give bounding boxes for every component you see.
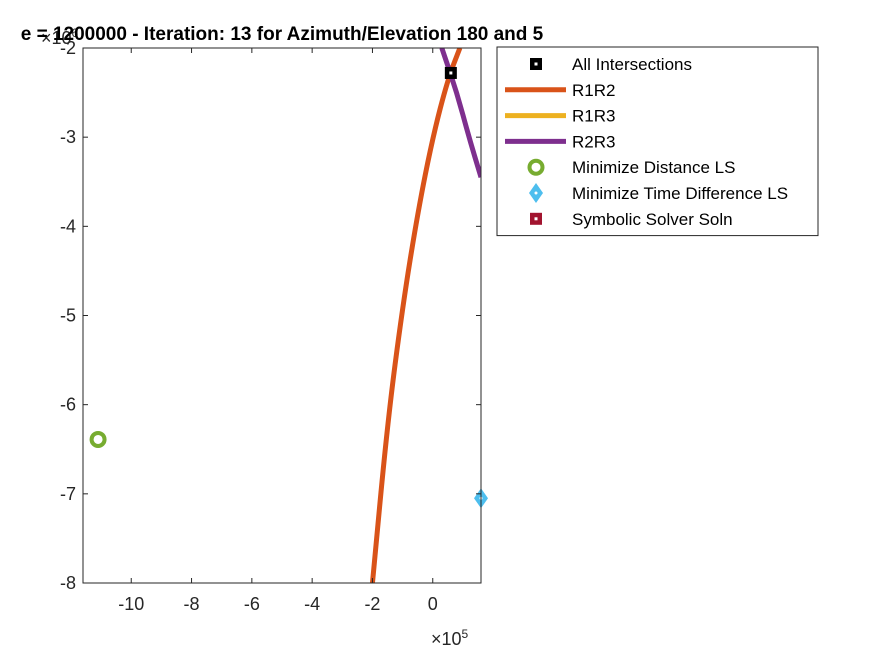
- legend[interactable]: All Intersections R1R2 R1R3 R2R3 Minimize Di…: [496, 46, 819, 237]
- data-point-all-intersections-center: [449, 71, 453, 75]
- legend-item-r1r3[interactable]: R1R3: [505, 107, 615, 126]
- legend-label: Minimize Distance LS: [572, 158, 735, 177]
- y-tick-label: -7: [60, 484, 76, 504]
- x-axis-exponent-base: ×10: [431, 629, 462, 649]
- legend-label: R1R2: [572, 81, 615, 100]
- x-axis-exponent-power: 5: [462, 627, 469, 641]
- legend-label: Symbolic Solver Soln: [572, 210, 733, 229]
- chart-title: e = 1200000 - Iteration: 13 for Azimuth/…: [21, 24, 544, 45]
- x-tick-label: -8: [184, 594, 200, 614]
- y-axis-ticks: -2 -3 -4 -5 -6 -7 -8: [60, 38, 481, 593]
- y-tick-label: -5: [60, 306, 76, 326]
- y-tick-label: -4: [60, 216, 76, 236]
- legend-items: All Intersections R1R2 R1R3 R2R3 Minimize Di…: [505, 55, 788, 229]
- legend-marker-center: [534, 62, 538, 66]
- legend-marker: [527, 158, 545, 176]
- legend-label: All Intersections: [572, 55, 692, 74]
- x-tick-label: -10: [118, 594, 144, 614]
- plot-area: [89, 48, 488, 583]
- y-tick-label: -6: [60, 395, 76, 415]
- data-point-minimize-distance-ls: [89, 430, 107, 448]
- y-axis-exponent: ×106: [41, 26, 79, 48]
- y-tick-label: -2: [60, 38, 76, 58]
- x-axis-ticks: -10 -8 -6 -4 -2 0: [118, 48, 438, 614]
- legend-marker-center: [534, 217, 538, 221]
- x-tick-label: -6: [244, 594, 260, 614]
- x-tick-label: -4: [304, 594, 320, 614]
- series-line-r2r3: [439, 48, 481, 179]
- legend-label: R2R3: [572, 132, 615, 151]
- legend-label: Minimize Time Difference LS: [572, 184, 788, 203]
- legend-item-minimize-distance-ls[interactable]: Minimize Distance LS: [527, 158, 736, 177]
- legend-item-r2r3[interactable]: R2R3: [505, 132, 615, 151]
- x-axis-exponent: ×105: [431, 627, 469, 649]
- y-tick-label: -3: [60, 127, 76, 147]
- x-tick-label: 0: [428, 594, 438, 614]
- legend-item-minimize-time-difference-ls[interactable]: Minimize Time Difference LS: [529, 183, 788, 203]
- axes-box: [83, 48, 481, 583]
- y-axis-exponent-power: 6: [72, 26, 79, 40]
- x-tick-label: -2: [364, 594, 380, 614]
- axes: -10 -8 -6 -4 -2 0 -2-3-4-5-6-7-8 ×105 ×106: [41, 26, 488, 649]
- legend-item-r1r2[interactable]: R1R2: [505, 81, 615, 100]
- y-tick-label: -8: [60, 573, 76, 593]
- y-axis-exponent-base: ×10: [41, 28, 72, 48]
- legend-item-symbolic-solver-soln[interactable]: Symbolic Solver Soln: [530, 210, 733, 229]
- legend-label: R1R3: [572, 107, 615, 126]
- legend-marker-center: [534, 191, 538, 195]
- legend-item-all-intersections[interactable]: All Intersections: [530, 55, 692, 74]
